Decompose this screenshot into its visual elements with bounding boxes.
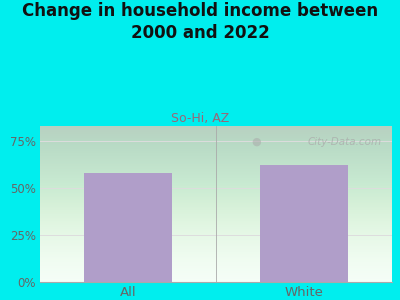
Text: City-Data.com: City-Data.com: [307, 137, 382, 147]
Bar: [84, 173, 172, 282]
Text: So-Hi, AZ: So-Hi, AZ: [171, 112, 229, 124]
Text: Change in household income between
2000 and 2022: Change in household income between 2000 …: [22, 2, 378, 42]
Text: ●: ●: [251, 137, 261, 147]
Bar: [260, 166, 348, 282]
